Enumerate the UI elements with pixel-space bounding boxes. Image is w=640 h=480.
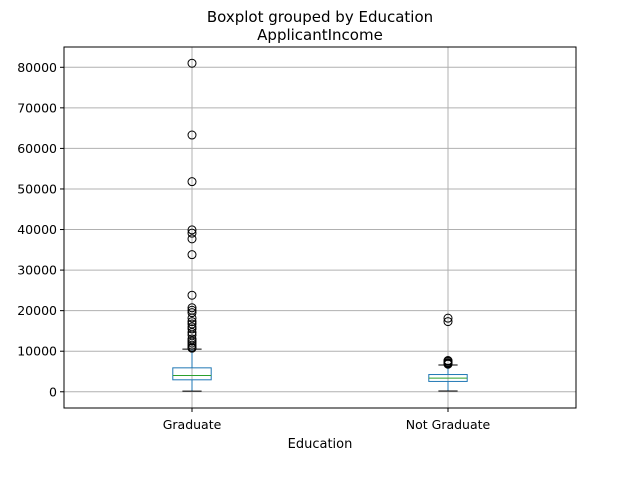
outlier-point [187,303,197,313]
y-tick-label: 60000 [17,141,57,156]
y-tick-label: 70000 [17,100,57,115]
y-tick-label: 50000 [17,181,57,196]
outlier-point [187,328,197,338]
y-tick-label: 30000 [17,263,57,278]
chart-subtitle: ApplicantIncome [257,26,383,44]
x-tick-label: Graduate [163,417,222,432]
outlier-point [187,317,197,327]
x-tick-label: Not Graduate [406,417,491,432]
y-tick-label: 80000 [17,60,57,75]
chart-title: Boxplot grouped by Education [207,8,433,26]
outlier-point [187,225,197,235]
outlier-point [187,308,197,318]
y-tick-label: 0 [49,384,57,399]
y-tick-label: 40000 [17,222,57,237]
outlier-point [187,319,197,329]
iqr-box [172,367,212,381]
outlier-point [187,177,197,187]
outlier-point [443,356,453,366]
plot-frame [63,46,577,409]
outlier-point [443,317,453,327]
outlier-point [187,250,197,260]
outlier-point [187,290,197,300]
outlier-point [443,313,453,323]
outlier-point [187,305,197,315]
outlier-point [187,58,197,68]
x-axis-label: Education [288,437,353,452]
outlier-point [187,130,197,140]
outlier-point [187,334,197,344]
outlier-point [187,322,197,332]
plot-area: 0 10000 20000 30000 40000 50000 60000 70000 8000… [17,46,577,432]
outlier-point [187,234,197,244]
outlier-point [187,228,197,238]
y-tick-label: 10000 [17,344,57,359]
y-tick-label: 20000 [17,303,57,318]
